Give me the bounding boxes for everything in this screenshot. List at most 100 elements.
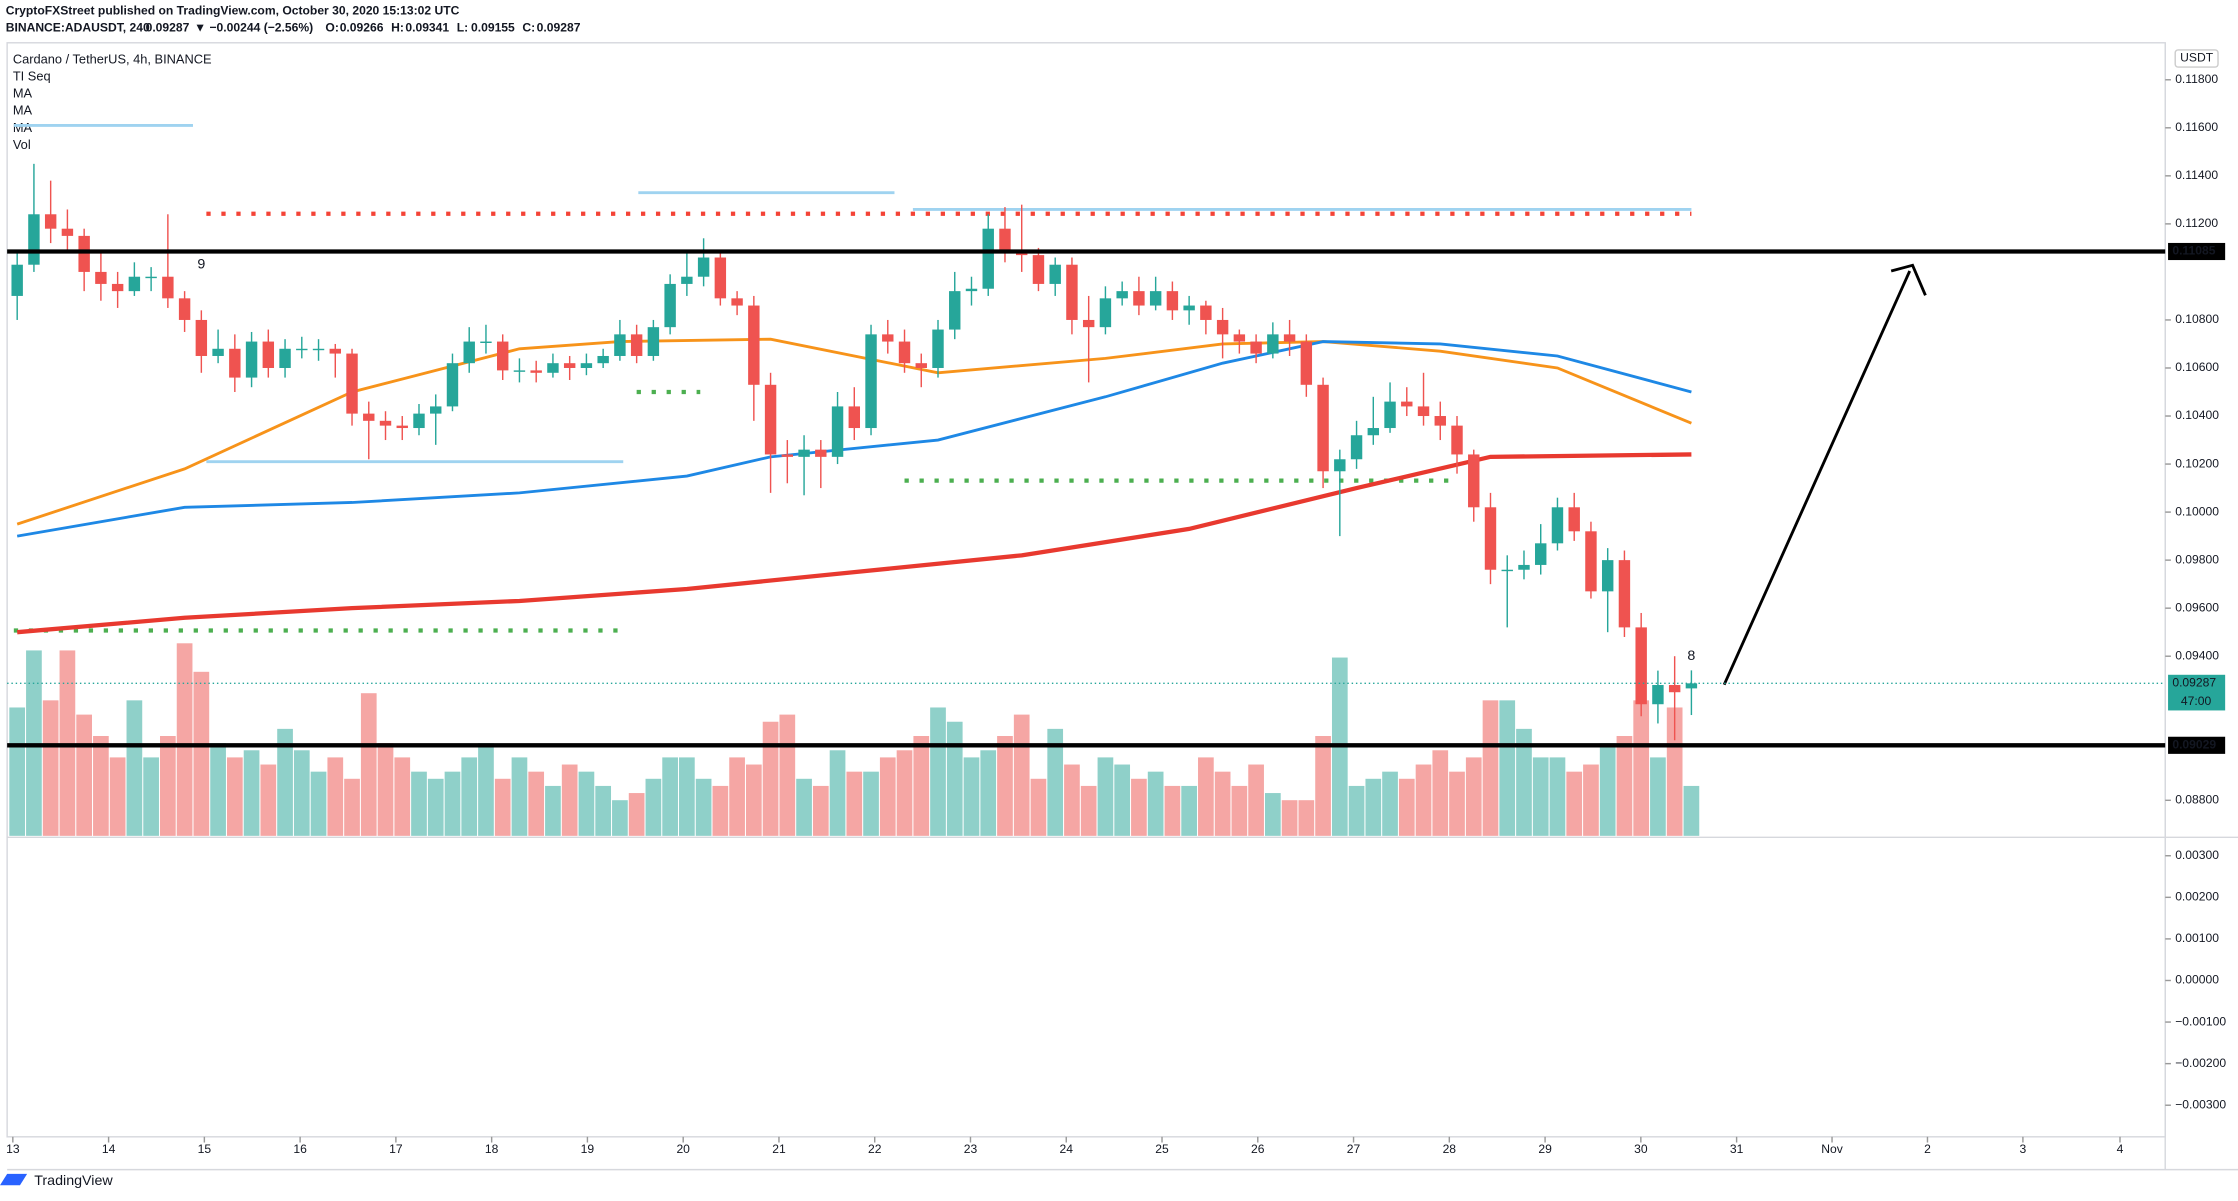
volume-bar — [1264, 793, 1281, 836]
volume-bar — [1231, 785, 1248, 836]
x-tick-label: 22 — [868, 1142, 882, 1156]
volume-bar — [109, 757, 126, 836]
candle-body — [95, 271, 107, 284]
volume-bar — [913, 736, 930, 836]
candle-body — [898, 341, 911, 364]
volume-bar — [478, 743, 494, 836]
volume-bar — [1549, 757, 1566, 836]
volume-bar — [645, 778, 662, 836]
candle-body — [296, 348, 308, 351]
volume-bar — [1599, 743, 1616, 836]
volume-bar — [896, 750, 913, 836]
volume-bar — [293, 750, 310, 836]
volume-bar — [695, 778, 712, 836]
volume-bar — [1281, 800, 1298, 836]
candle-body — [1149, 291, 1162, 306]
candle-body — [1434, 416, 1446, 426]
candle-body — [580, 363, 593, 368]
last-price-tag — [2168, 674, 2226, 711]
volume-bar — [42, 700, 59, 836]
x-tick-label: 19 — [581, 1142, 595, 1156]
candle-body — [1066, 264, 1078, 320]
volume-bar — [76, 714, 93, 836]
volume-bar — [963, 757, 980, 836]
candle-body — [1585, 531, 1597, 592]
header-item: ▼ −0.00244 (−2.56%) — [194, 21, 313, 35]
candle-body — [915, 363, 927, 368]
volume-bar — [879, 757, 896, 836]
y-tick-label: 0.10800 — [2175, 312, 2219, 326]
candle-body — [178, 298, 191, 320]
header-item: H: — [391, 21, 404, 35]
candle-body — [1568, 507, 1580, 532]
candle-body — [430, 406, 442, 414]
volume-bar — [930, 707, 946, 836]
volume-bar — [578, 771, 595, 836]
volume-bar — [160, 736, 176, 836]
candle-body — [28, 214, 40, 265]
candle-body — [1384, 401, 1396, 429]
volume-bar — [946, 721, 963, 836]
candle-body — [145, 276, 157, 279]
volume-bar — [1214, 771, 1231, 836]
moving-average — [16, 340, 1692, 538]
candle-body — [630, 334, 643, 356]
volume-bar — [1532, 757, 1549, 836]
x-tick-label: 4 — [2117, 1142, 2124, 1156]
y-tick-label: 0.10000 — [2175, 504, 2219, 518]
volume-bar — [1013, 714, 1030, 836]
volume-bar — [1164, 785, 1181, 836]
candle-body — [61, 228, 74, 236]
y-tick-label: 0.09800 — [2175, 552, 2219, 566]
seq-label: 9 — [197, 256, 205, 272]
volume-bar — [1683, 785, 1700, 836]
y2-tick-label: −0.00100 — [2175, 1014, 2226, 1028]
y-tick-label: 0.11600 — [2175, 120, 2218, 134]
candle-body — [1451, 425, 1463, 455]
header-item: 0.09341 — [405, 21, 449, 35]
candle-body — [999, 228, 1011, 251]
y2-tick-label: −0.00300 — [2175, 1097, 2226, 1111]
candle-body — [865, 334, 877, 429]
candle-body — [1535, 543, 1547, 565]
x-tick-label: 2 — [1924, 1142, 1931, 1156]
candle-body — [128, 276, 141, 292]
candle-body — [664, 283, 676, 328]
candle-body — [1116, 291, 1128, 299]
x-tick-label: 15 — [198, 1142, 212, 1156]
candle-body — [1685, 683, 1698, 689]
volume-bar — [561, 764, 578, 836]
level-label: 0.11085 — [2172, 244, 2215, 258]
candle-body — [831, 406, 844, 457]
volume-bar — [1616, 736, 1633, 836]
candle-body — [848, 406, 861, 429]
y2-tick-label: 0.00000 — [2175, 973, 2219, 987]
volume-bar — [494, 778, 511, 836]
candle-body — [329, 348, 341, 354]
level-label: 0.09029 — [2172, 738, 2216, 752]
candle-body — [1501, 569, 1513, 572]
volume-bar — [1398, 778, 1415, 836]
y-tick-label: 0.10200 — [2175, 456, 2219, 470]
candle-body — [1334, 459, 1346, 472]
candle-body — [413, 413, 425, 429]
candle-body — [44, 214, 57, 229]
candle-body — [764, 384, 777, 455]
candle-body — [1133, 291, 1145, 306]
volume-bar — [1064, 764, 1080, 836]
y-tick-label: 0.11800 — [2175, 72, 2218, 86]
volume-bar — [461, 757, 478, 836]
x-tick-label: 14 — [102, 1142, 116, 1156]
header-item: L: — [457, 21, 468, 35]
candle-body — [496, 341, 509, 371]
volume-bar — [1131, 778, 1147, 836]
header-item: BINANCE:ADAUSDT, 240 — [6, 21, 150, 35]
candle-body — [1049, 264, 1061, 284]
volume-bar — [712, 785, 729, 836]
candle-body — [279, 348, 291, 368]
candle-body — [882, 334, 894, 342]
candle-body — [111, 283, 124, 292]
legend-ma: MA — [13, 86, 33, 101]
volume-bar — [277, 728, 293, 836]
